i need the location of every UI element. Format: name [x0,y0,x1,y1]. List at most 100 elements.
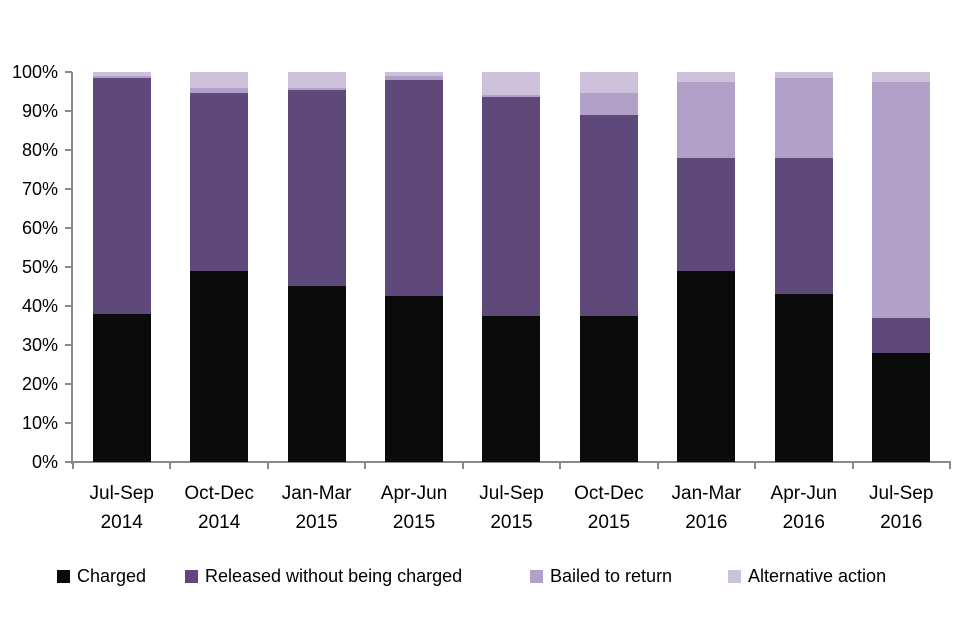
bar-segment-8-charged [774,294,833,462]
legend-item-released-without-being-charged: Released without being charged [185,566,462,587]
bar-segment-7-bailed-to-return [677,81,736,158]
x-axis-label: Oct-Dec 2014 [184,483,254,533]
legend-label: Released without being charged [205,566,463,586]
bar-segment-7-charged [677,270,736,462]
bar-segment-8-released-without-being-charged [774,157,833,295]
bar [677,72,736,462]
y-axis-tick-label: 100% [11,62,58,82]
x-axis-tick [948,462,951,469]
y-axis-tick-label: 20% [21,374,58,394]
bar-segment-6-bailed-to-return [579,93,638,115]
bar [482,72,541,462]
bar-segment-3-charged [287,286,346,462]
y-axis-tick [65,227,72,229]
y-axis-tick [65,383,72,385]
bar [579,72,638,462]
bar-segment-8-alternative-action [774,72,833,78]
legend-label: Charged [77,566,147,586]
bar-segment-6-alternative-action [579,72,638,94]
x-axis-tick [851,462,854,469]
y-axis-tick-label: 50% [21,257,58,277]
y-axis-tick-label: 60% [21,218,58,238]
legend-item-bailed-to-return: Bailed to return [530,566,672,587]
bar-segment-3-bailed-to-return [287,87,346,90]
legend-item-alternative-action: Alternative action [728,566,886,587]
bar-segment-7-released-without-being-charged [677,157,736,271]
y-axis-tick [65,149,72,151]
bar-segment-5-released-without-being-charged [482,97,541,316]
legend-swatch-icon [728,570,741,583]
y-axis-tick-label: 80% [21,140,58,160]
bar-segment-5-alternative-action [482,72,541,96]
y-axis-tick [65,71,72,73]
bar [190,72,249,462]
bar-segment-9-alternative-action [872,72,931,82]
legend-swatch-icon [185,570,198,583]
bar [774,72,833,462]
y-axis-line [71,72,73,464]
x-axis-tick [461,462,464,469]
bar-segment-2-released-without-being-charged [190,93,249,271]
y-axis-tick-label: 70% [21,179,58,199]
legend-label: Bailed to return [550,566,673,586]
bar [385,72,444,462]
x-axis-label: Jan-Mar 2015 [281,483,352,533]
bar-segment-1-released-without-being-charged [92,77,151,314]
x-axis-label: Oct-Dec 2015 [574,483,644,533]
y-axis-tick-label: 30% [21,335,58,355]
y-axis-tick [65,188,72,190]
bar-segment-6-released-without-being-charged [579,114,638,316]
bar [872,72,931,462]
y-axis-tick [65,110,72,112]
y-axis-tick-label: 90% [21,101,58,121]
bar-segment-3-released-without-being-charged [287,89,346,287]
bar-segment-2-alternative-action [190,72,249,88]
y-axis-tick-label: 40% [21,296,58,316]
bar-segment-4-bailed-to-return [385,75,444,80]
bar-segment-4-released-without-being-charged [385,79,444,297]
x-axis-label: Jul-Sep 2015 [479,483,544,533]
bar-segment-5-charged [482,315,541,462]
x-axis-tick [559,462,562,469]
legend-label: Alternative action [748,566,887,586]
bar-segment-6-charged [579,315,638,462]
x-axis-label: Apr-Jun 2015 [380,483,448,533]
bar-segment-4-charged [385,296,444,462]
x-axis-label: Jul-Sep 2014 [89,483,154,533]
x-axis-label: Jul-Sep 2016 [869,483,934,533]
x-axis-tick [754,462,757,469]
x-axis-line [66,461,951,463]
x-axis-tick [266,462,269,469]
y-axis-tick [65,422,72,424]
y-axis-tick-label: 0% [31,452,58,472]
x-axis-label: Jan-Mar 2016 [671,483,742,533]
legend-item-charged: Charged [57,566,146,587]
bar-segment-9-released-without-being-charged [872,317,931,353]
bar-segment-2-charged [190,270,249,462]
bar-segment-9-charged [872,352,931,462]
y-axis-tick [65,266,72,268]
bar-segment-1-alternative-action [92,72,151,76]
legend-swatch-icon [57,570,70,583]
y-axis-tick-label: 10% [21,413,58,433]
x-axis-tick [656,462,659,469]
bar-segment-2-bailed-to-return [190,87,249,94]
bar-segment-5-bailed-to-return [482,95,541,98]
bar-segment-8-bailed-to-return [774,77,833,158]
bar-segment-4-alternative-action [385,72,444,76]
y-axis-tick [65,344,72,346]
y-axis-tick [65,305,72,307]
bar-segment-9-bailed-to-return [872,81,931,318]
x-axis-tick [169,462,172,469]
bar-segment-7-alternative-action [677,72,736,82]
y-axis-tick [65,461,72,463]
bar-segment-3-alternative-action [287,72,346,88]
x-axis-tick [72,462,74,469]
bar-segment-1-bailed-to-return [92,75,151,78]
x-axis-tick [364,462,367,469]
bar [92,72,151,462]
x-axis-label: Apr-Jun 2016 [770,483,838,533]
legend-swatch-icon [530,570,543,583]
bar [287,72,346,462]
